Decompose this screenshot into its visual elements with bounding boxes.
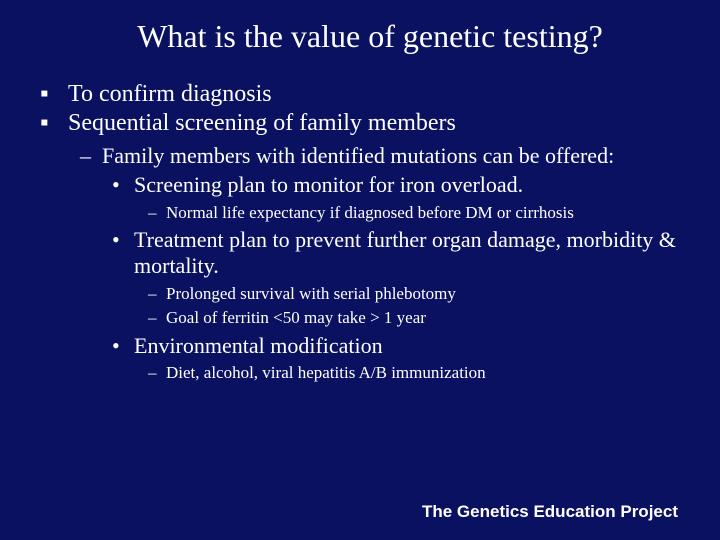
list-text: Screening plan to monitor for iron overl… — [134, 172, 523, 198]
list-item: • Screening plan to monitor for iron ove… — [112, 172, 690, 198]
list-item: – Prolonged survival with serial phlebot… — [148, 284, 690, 304]
dash-icon: – — [148, 203, 166, 223]
list-item: ▪ To confirm diagnosis — [40, 81, 690, 108]
dash-icon: – — [148, 284, 166, 304]
bullet-square-icon: ▪ — [40, 81, 68, 108]
bullet-dot-icon: • — [112, 172, 134, 198]
list-text: Environmental modification — [134, 333, 383, 359]
list-item: – Normal life expectancy if diagnosed be… — [148, 203, 690, 223]
bullet-dot-icon: • — [112, 333, 134, 359]
list-item: – Goal of ferritin <50 may take > 1 year — [148, 308, 690, 328]
list-text: Normal life expectancy if diagnosed befo… — [166, 203, 574, 223]
bullet-square-icon: ▪ — [40, 110, 68, 137]
list-text: Prolonged survival with serial phlebotom… — [166, 284, 456, 304]
dash-icon: – — [148, 308, 166, 328]
list-item: • Treatment plan to prevent further orga… — [112, 227, 690, 280]
dash-icon: – — [80, 143, 102, 168]
list-item: – Family members with identified mutatio… — [80, 143, 690, 168]
list-item: – Diet, alcohol, viral hepatitis A/B imm… — [148, 363, 690, 383]
list-item: ▪ Sequential screening of family members — [40, 110, 690, 137]
list-text: Diet, alcohol, viral hepatitis A/B immun… — [166, 363, 486, 383]
list-text: Sequential screening of family members — [68, 110, 456, 137]
slide-container: What is the value of genetic testing? ▪ … — [0, 0, 720, 540]
list-text: Family members with identified mutations… — [102, 143, 614, 168]
list-text: To confirm diagnosis — [68, 81, 272, 108]
list-text: Treatment plan to prevent further organ … — [134, 227, 690, 280]
list-item: • Environmental modification — [112, 333, 690, 359]
slide-title: What is the value of genetic testing? — [50, 18, 690, 55]
footer-text: The Genetics Education Project — [422, 502, 678, 522]
bullet-dot-icon: • — [112, 227, 134, 280]
list-text: Goal of ferritin <50 may take > 1 year — [166, 308, 426, 328]
dash-icon: – — [148, 363, 166, 383]
